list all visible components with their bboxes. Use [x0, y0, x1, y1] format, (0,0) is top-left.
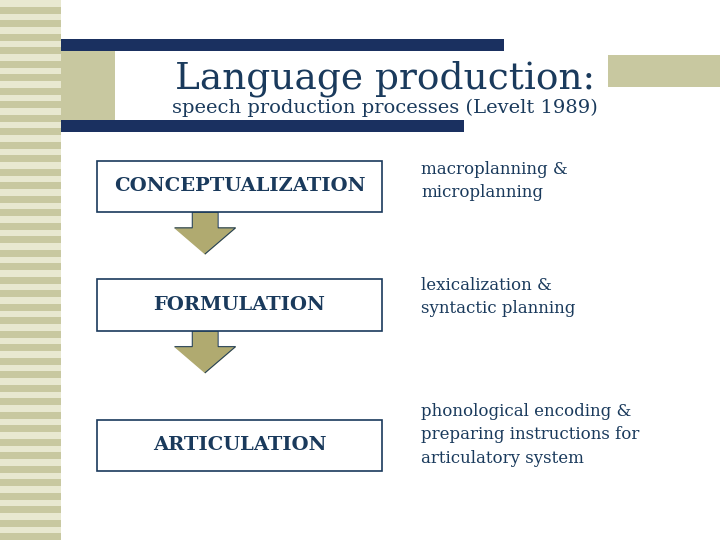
Bar [0, 317, 61, 324]
Text: speech production processes (Levelt 1989): speech production processes (Levelt 1989… [172, 99, 598, 117]
Bar [0, 122, 61, 128]
Bar [0, 500, 61, 507]
Bar [0, 141, 61, 149]
Bar [0, 392, 61, 399]
Bar [0, 202, 61, 209]
Text: FORMULATION: FORMULATION [153, 296, 325, 314]
Bar [0, 256, 61, 263]
Bar [0, 418, 61, 426]
Bar [0, 168, 61, 176]
Bar [0, 14, 61, 20]
Bar [0, 183, 61, 189]
Bar [0, 128, 61, 135]
Bar [0, 507, 61, 513]
Bar [0, 364, 61, 372]
Bar [0, 237, 61, 243]
Bar [0, 453, 61, 459]
Bar [0, 148, 61, 156]
Bar [0, 357, 61, 364]
Bar [0, 399, 61, 405]
Bar [0, 162, 61, 168]
Bar [0, 176, 61, 183]
Bar [0, 20, 61, 27]
Bar [0, 330, 61, 338]
Bar [0, 446, 61, 453]
Bar [0, 492, 61, 500]
Polygon shape [175, 347, 235, 373]
Bar [0, 338, 61, 345]
Bar [0, 432, 61, 438]
Bar [0, 0, 61, 6]
Bar [0, 378, 61, 384]
Bar [97, 420, 382, 471]
Bar [97, 280, 382, 330]
Bar [0, 216, 61, 222]
Bar [0, 60, 61, 68]
Bar [0, 351, 61, 357]
Bar [0, 324, 61, 330]
Bar [0, 486, 61, 492]
Bar [61, 51, 115, 130]
Bar [0, 68, 61, 74]
Bar [0, 209, 61, 216]
Bar [192, 212, 218, 228]
Bar [0, 303, 61, 310]
Text: CONCEPTUALIZATION: CONCEPTUALIZATION [114, 177, 365, 195]
Bar [0, 40, 61, 47]
Bar [0, 230, 61, 237]
Bar [0, 513, 61, 519]
Bar [0, 426, 61, 432]
Bar [0, 195, 61, 202]
Bar [0, 74, 61, 81]
Bar [0, 297, 61, 303]
Bar [61, 39, 504, 51]
Bar [97, 160, 382, 212]
Bar [0, 27, 61, 33]
Polygon shape [175, 228, 235, 254]
Bar [0, 472, 61, 480]
Bar [0, 115, 61, 122]
Bar [0, 87, 61, 94]
Bar [0, 372, 61, 378]
Bar [0, 102, 61, 108]
Bar [0, 276, 61, 284]
Bar [0, 438, 61, 445]
Bar [0, 405, 61, 411]
Bar [192, 331, 218, 347]
Bar [0, 345, 61, 351]
Bar [0, 459, 61, 465]
Bar [0, 81, 61, 87]
Bar [0, 534, 61, 540]
Bar [0, 284, 61, 291]
Bar [0, 310, 61, 317]
Bar [0, 47, 61, 54]
Bar [608, 55, 720, 87]
Bar [0, 108, 61, 115]
Bar [0, 465, 61, 472]
Text: Language production:: Language production: [175, 60, 595, 97]
Bar [0, 249, 61, 256]
Bar [0, 384, 61, 391]
Text: lexicalization &
syntactic planning: lexicalization & syntactic planning [421, 276, 575, 317]
Bar [0, 135, 61, 141]
Bar [0, 156, 61, 162]
Text: ARTICULATION: ARTICULATION [153, 436, 326, 455]
Bar [0, 480, 61, 486]
Bar [0, 189, 61, 195]
Text: macroplanning &
microplanning: macroplanning & microplanning [421, 160, 568, 201]
Bar [0, 6, 61, 14]
Bar [0, 243, 61, 249]
Bar [0, 263, 61, 270]
Bar [0, 222, 61, 230]
Bar [0, 94, 61, 102]
Bar [0, 33, 61, 40]
Bar [61, 120, 464, 132]
Bar [0, 411, 61, 418]
Bar [0, 526, 61, 534]
Bar [0, 519, 61, 526]
Bar [0, 54, 61, 60]
Text: phonological encoding &
preparing instructions for
articulatory system: phonological encoding & preparing instru… [421, 403, 639, 467]
Bar [0, 291, 61, 297]
Bar [0, 270, 61, 276]
